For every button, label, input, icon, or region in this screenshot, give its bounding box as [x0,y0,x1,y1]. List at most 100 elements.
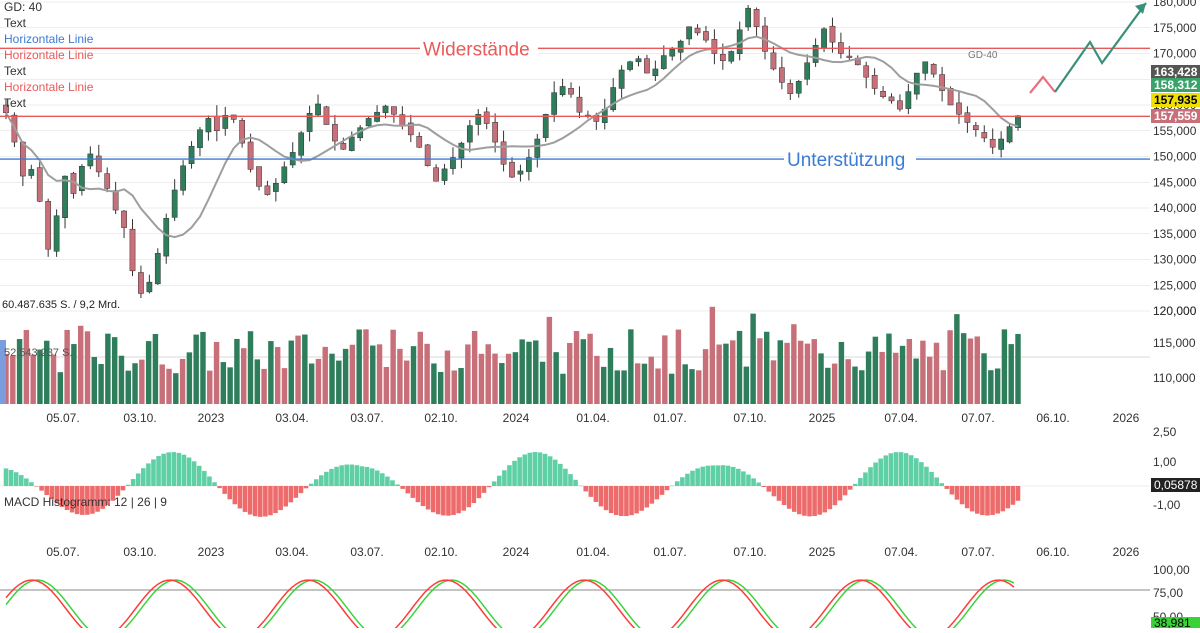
volume-tick-label: 110,000 [1153,371,1196,385]
macd-tick-label: 1,00 [1153,455,1177,469]
macd-bar [507,465,512,486]
macd-bar [156,456,161,486]
macd-bar [390,480,395,486]
support-label-bg [784,148,916,171]
moving-average-line [5,35,1019,239]
volume-bar [567,342,573,404]
volume-bar [967,338,974,404]
macd-bar [527,452,533,486]
macd-bar [3,468,9,486]
candle-body [534,138,541,158]
macd-bar [85,486,90,515]
candle-body [652,68,659,77]
macd-bar [130,479,136,486]
macd-bar [985,486,990,516]
macd-bar [878,458,883,486]
volume-bar [30,354,36,404]
macd-bar [807,486,812,517]
macd-bar [273,486,278,514]
macd-bar [939,483,945,486]
macd-bar [456,486,461,514]
macd-bar [761,486,767,488]
macd-bar [771,486,777,497]
macd-bar [822,486,828,513]
macd-bar [558,463,563,486]
candle-body [382,105,389,114]
volume-bar [662,335,668,404]
support-label: Unterstützung [787,150,905,171]
macd-bar [161,453,166,486]
macd-value-badge [1151,478,1200,492]
macd-bar [690,470,695,486]
macd-bar [751,478,756,486]
candle-body [53,215,60,252]
volume-bar [376,344,383,404]
volume-bar [553,352,559,404]
candle-body [568,88,574,95]
overlay-label: GD: 40 [4,0,43,14]
volume-bar [947,330,953,404]
projection-up-leg [1054,2,1147,93]
macd-bar [964,486,970,509]
candle-body [407,122,414,136]
volume-bar [628,329,634,404]
macd-bar [852,483,858,486]
candle-body [112,190,119,211]
volume-bar [1015,333,1021,404]
date-tick-label: 03.10. [123,545,156,559]
candle-body [458,142,465,159]
date-tick-label: 05.07. [46,545,79,559]
macd-bar [486,486,492,488]
macd-bar [639,486,644,511]
volume-bar [44,340,50,404]
date-tick-label: 2026 [1113,545,1140,559]
volume-bar [261,368,267,404]
macd-bar [532,452,538,486]
macd-bar [18,475,24,486]
date-tick-label: 05.07. [46,411,79,425]
macd-tick-label: 2,50 [1153,425,1177,439]
volume-bar [804,343,811,404]
volume-bar [485,344,491,404]
volume-bar [777,340,783,404]
macd-bar [1015,486,1021,501]
volume-bar [560,373,566,404]
candle-body [332,124,338,142]
candle-body [273,183,279,192]
macd-bar [944,486,950,489]
candle-body [197,129,203,148]
candle-body [264,185,271,195]
volume-bar [960,333,967,404]
projection-down-leg [1029,75,1056,94]
macd-bar [171,452,177,486]
volume-bar [247,331,254,404]
macd-bar [969,486,975,512]
volume-bar [689,369,695,404]
macd-bar [252,486,258,517]
stoch-value: 38,981 [1154,616,1191,628]
macd-bar [481,486,487,493]
date-tick-label: 01.07. [653,411,686,425]
macd-bar [263,486,268,517]
macd-bar [491,481,497,486]
date-tick-label: 06.10. [1036,411,1069,425]
date-tick-label: 2026 [1113,411,1140,425]
overlay-label: Text [4,64,27,78]
candle-body [846,55,853,58]
volume-bar [57,372,64,404]
volume-bar [220,362,227,404]
macd-bar [669,485,675,487]
volume-sublabel: 52.543.237 S. [4,347,73,359]
macd-bar [741,471,746,486]
macd-bar [100,486,105,509]
macd-bar [537,452,543,486]
volume-bar [315,358,322,404]
candle-body [922,61,929,74]
candle-body [644,58,650,74]
macd-bar [242,486,248,512]
date-tick-label: 03.07. [350,545,383,559]
candle-body [787,83,794,94]
volume-bar [981,353,987,404]
macd-value: 0,05878 [1154,478,1198,492]
candle-body [576,96,583,113]
